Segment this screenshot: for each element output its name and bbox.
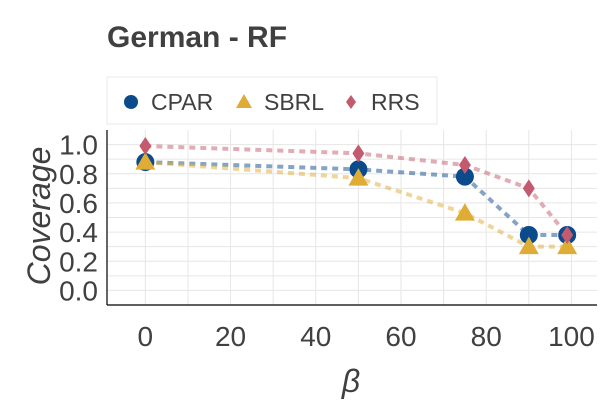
legend-marker-cpar: [124, 95, 138, 109]
y-tick-label: 0.8: [59, 159, 98, 190]
data-point-sbrl: [557, 236, 578, 255]
legend-marker-sbrl: [236, 94, 252, 108]
data-point-cpar: [455, 167, 474, 186]
x-axis-label: β: [341, 363, 360, 399]
grid: [107, 130, 597, 305]
data-point-cpar: [519, 226, 538, 244]
legend-label-cpar: CPAR: [151, 89, 213, 115]
data-point-rrs: [352, 144, 365, 163]
data-point-sbrl: [454, 203, 475, 221]
tick-labels: 0 20 40 60 80 100 0.00.20.40.60.81.0: [59, 130, 595, 352]
y-tick-label: 0.2: [59, 246, 98, 277]
legend-box: [106, 76, 438, 125]
y-axis-label: Coverage: [21, 147, 57, 286]
data-point-rrs: [522, 179, 535, 198]
series-markers: [135, 137, 578, 255]
y-tick-label: 0.4: [59, 217, 98, 248]
legend-marker-rrs: [346, 95, 356, 109]
data-point-sbrl: [518, 236, 539, 255]
x-tick-label: 40: [300, 321, 331, 352]
chart-title: German - RF: [107, 21, 287, 54]
data-point-sbrl: [348, 168, 369, 186]
series-line-sbrl: [145, 160, 568, 249]
x-tick-label: 0: [138, 321, 154, 352]
data-point-rrs: [561, 226, 574, 244]
data-point-rrs: [139, 137, 152, 156]
x-tick-label: 100: [548, 321, 595, 352]
y-tick-label: 0.6: [59, 188, 98, 219]
legend-label-sbrl: SBRL: [264, 89, 324, 115]
data-point-rrs: [458, 156, 471, 174]
y-tick-label: 0.0: [59, 275, 98, 306]
y-tick-label: 1.0: [59, 130, 98, 161]
axes: [106, 130, 597, 306]
x-tick-label: 60: [385, 321, 416, 352]
legend-label-rrs: RRS: [371, 89, 420, 115]
legend: CPAR SBRL RRS: [106, 76, 438, 125]
x-tick-label: 80: [471, 321, 502, 352]
data-point-sbrl: [135, 152, 156, 170]
x-tick-label: 20: [215, 321, 246, 352]
